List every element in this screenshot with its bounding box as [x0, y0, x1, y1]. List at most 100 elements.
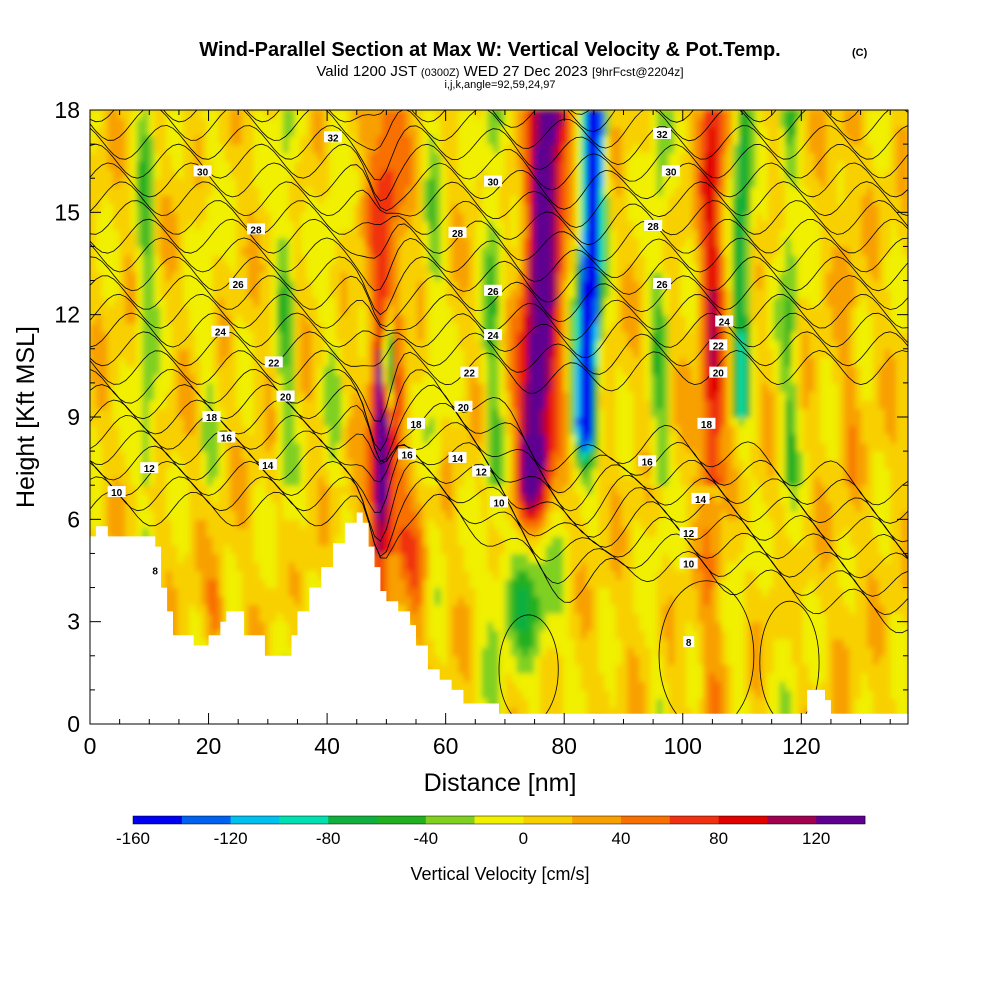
contour-label-text: 8	[152, 567, 158, 578]
contour-label: 20	[709, 366, 728, 380]
contour-label-text: 10	[111, 488, 123, 499]
terrain	[90, 512, 908, 724]
y-tick-label: 6	[67, 506, 80, 532]
contour-label: 10	[490, 496, 508, 509]
colorbar-tick-label: -80	[316, 829, 341, 848]
theta-contour-line	[90, 181, 908, 228]
y-tick-label: 3	[67, 609, 80, 635]
contour-label-bg	[715, 315, 734, 327]
theta-contour-line	[90, 110, 908, 151]
contour-label-bg	[472, 465, 491, 477]
contour-label-bg	[264, 356, 283, 368]
x-tick-label: 40	[314, 733, 340, 759]
contour-label-bg	[448, 226, 467, 238]
contour-label-bg	[653, 277, 672, 289]
contour-label-text: 18	[206, 413, 218, 424]
contour-label-text: 28	[250, 225, 262, 236]
contour-label-text: 32	[327, 133, 339, 144]
theta-contour-line	[90, 350, 908, 422]
theta-contour-line	[90, 0, 908, 18]
y-axis-label: Height [Kft MSL]	[12, 326, 40, 508]
theta-contour-line	[90, 399, 908, 543]
contour-label-bg	[691, 492, 710, 504]
theta-contour-loop	[498, 614, 559, 724]
theta-contour-line	[90, 237, 908, 291]
contour-label-text: 26	[488, 287, 500, 298]
x-tick-label: 60	[433, 733, 459, 759]
pot-temp-contours	[90, 0, 908, 724]
contour-label: 24	[715, 315, 734, 328]
contour-label-bg	[683, 636, 695, 648]
contour-label-bg	[697, 417, 716, 429]
contour-label: 8	[683, 636, 695, 649]
theta-contour-line	[90, 293, 908, 341]
contour-label: 30	[484, 175, 503, 189]
theta-contour-line	[90, 218, 908, 262]
contour-label: 14	[691, 492, 710, 506]
contour-label-bg	[407, 417, 426, 429]
colorbar-swatch	[328, 816, 378, 824]
colorbar-tick-label: 0	[519, 829, 528, 848]
contour-label: 22	[264, 356, 283, 369]
colorbar-swatch	[279, 816, 329, 824]
contour-label-bg	[211, 325, 230, 337]
contour-label-text: 12	[683, 529, 695, 540]
colorbar-swatch	[767, 816, 817, 824]
axes: 0 20 40 60 80 100 120 0 3 6 9 12 15 18	[54, 97, 908, 759]
contour-label: 14	[448, 451, 467, 465]
colorbar-tick-label: 80	[709, 829, 728, 848]
contour-label: 22	[460, 366, 479, 380]
theta-contour-line	[90, 110, 860, 132]
contour-label-text: 26	[656, 280, 668, 291]
contour-label-text: 28	[648, 222, 660, 233]
contour-labels: 3230282624222018161412108181632303028282…	[107, 127, 734, 649]
y-tick-label: 9	[67, 404, 80, 430]
contour-label-bg	[679, 526, 698, 538]
contour-label-bg	[644, 219, 663, 231]
contour-label-text: 12	[476, 468, 488, 479]
x-tick-label: 0	[84, 733, 97, 759]
contour-label: 30	[193, 165, 212, 178]
chart-subtitle: Valid 1200 JST (0300Z) WED 27 Dec 2023 […	[316, 63, 683, 80]
y-tick-label: 15	[54, 199, 80, 225]
y-tick-label: 12	[54, 302, 80, 328]
contour-label: 12	[472, 465, 491, 479]
contour-label: 28	[644, 219, 663, 233]
x-axis-label: Distance [nm]	[424, 769, 577, 797]
copyright-mark: (C)	[852, 47, 868, 59]
contour-label-bg	[448, 451, 467, 463]
colorbar-swatch	[669, 816, 719, 824]
theta-contour-line	[90, 256, 908, 316]
contour-label-bg	[638, 455, 657, 467]
contour-label-bg	[484, 175, 503, 187]
contour-label-bg	[107, 486, 126, 498]
theta-contour-line	[90, 460, 908, 597]
y-tick-label: 18	[54, 97, 80, 123]
theta-contour-line	[90, 125, 908, 181]
grid-index-line: i,j,k,angle=92,59,24,97	[444, 79, 555, 91]
contour-label-bg	[679, 557, 698, 569]
colorbar-swatch	[377, 816, 427, 824]
contour-label: 24	[211, 325, 230, 339]
contour-label-text: 16	[402, 451, 414, 462]
contour-label: 32	[653, 127, 672, 141]
contour-label: 18	[697, 417, 716, 431]
contour-label: 26	[229, 277, 248, 291]
contour-label-bg	[140, 462, 159, 474]
theta-contour-line	[90, 491, 908, 634]
contour-label: 24	[484, 329, 503, 342]
contour-label-bg	[460, 366, 479, 378]
contour-label: 30	[661, 165, 680, 178]
contour-label: 8	[149, 564, 161, 578]
contour-label-text: 26	[233, 280, 245, 291]
contour-label: 32	[324, 131, 343, 144]
contour-label-bg	[709, 339, 728, 351]
contour-label: 16	[217, 431, 236, 444]
contour-label: 28	[246, 223, 265, 236]
contour-label: 20	[276, 390, 295, 404]
colorbar-tick-label: 40	[612, 829, 631, 848]
x-tick-label: 100	[664, 733, 702, 759]
colorbar-swatch	[621, 816, 671, 824]
contour-label-text: 22	[464, 369, 476, 380]
contour-label-text: 24	[719, 317, 731, 328]
